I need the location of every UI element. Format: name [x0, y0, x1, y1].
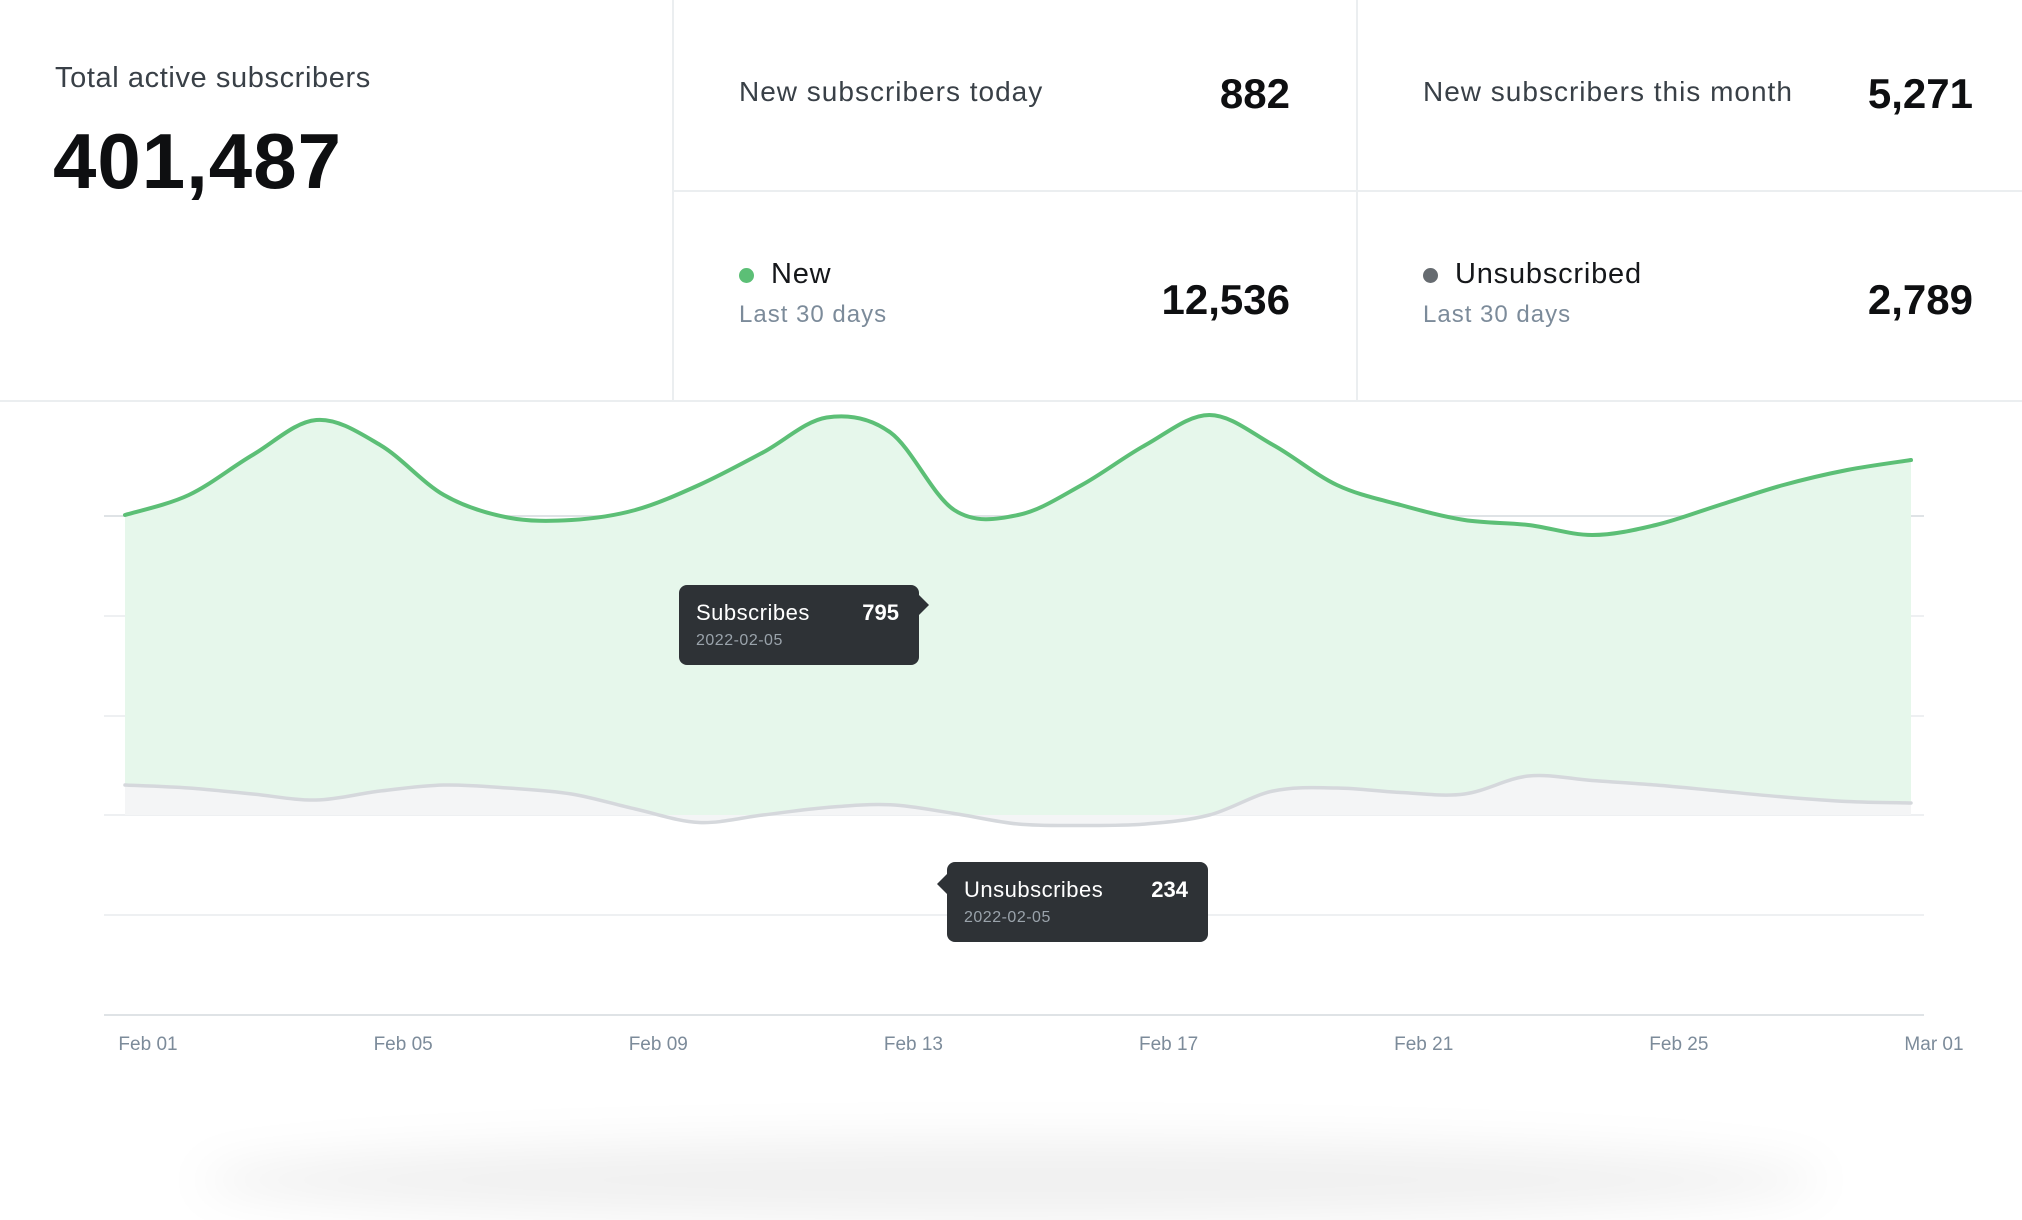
new-period-label: Last 30 days	[739, 301, 888, 328]
subscribes-tooltip: Subscribes 795 2022-02-05	[679, 585, 929, 665]
tooltip-arrow	[937, 874, 947, 894]
new-last-30-days-card[interactable]: New Last 30 days 12,536	[674, 192, 1358, 400]
x-tick-label: Feb 17	[1139, 1034, 1198, 1055]
chart-lines	[123, 412, 1913, 828]
x-tick-label: Feb 21	[1394, 1034, 1453, 1055]
card-bottom-shadow	[200, 1140, 1822, 1220]
tooltip-arrow	[919, 595, 929, 615]
new-subscribers-today-card: New subscribers today 882	[674, 0, 1358, 192]
stats-panel: Total active subscribers 401,487 New sub…	[0, 0, 2022, 402]
x-tick-label: Mar 01	[1904, 1034, 1963, 1055]
chart-areas	[125, 415, 1911, 826]
new-last-30-days-value: 12,536	[1161, 276, 1290, 323]
subscribers-chart[interactable]: Feb 01 Feb 05 Feb 09 Feb 13 Feb 17 Feb 21 Feb …	[0, 400, 2022, 1160]
unsubscribed-last-30-days-card[interactable]: Unsubscribed Last 30 days 2,789	[1358, 192, 2022, 400]
x-tick-label: Feb 05	[374, 1034, 433, 1055]
x-tick-label: Feb 13	[884, 1034, 943, 1055]
unsubscribed-period-label: Last 30 days	[1423, 301, 1572, 328]
total-active-subscribers-card: Total active subscribers 401,487	[0, 0, 674, 400]
subscribes-area	[125, 415, 1911, 815]
x-axis-ticks: Feb 01 Feb 05 Feb 09 Feb 13 Feb 17 Feb 21 Feb …	[118, 1034, 1963, 1055]
tooltip-date: 2022-02-05	[696, 632, 783, 649]
subscribes-line	[123, 412, 1913, 538]
new-subscribers-month-value: 5,271	[1867, 70, 1973, 117]
tooltip-series-name: Unsubscribes	[964, 877, 1104, 902]
x-tick-label: Feb 25	[1649, 1034, 1708, 1055]
unsubscribes-area	[125, 775, 1911, 826]
unsubscribed-last-30-days-value: 2,789	[1867, 276, 1973, 323]
total-active-subscribers-value: 401,487	[53, 117, 342, 205]
tooltip-series-name: Subscribes	[696, 600, 810, 625]
x-tick-label: Feb 09	[629, 1034, 688, 1055]
unsubscribed-legend-dot-icon	[1423, 268, 1438, 283]
total-active-subscribers-label: Total active subscribers	[55, 62, 371, 94]
new-subscribers-today-label: New subscribers today	[739, 76, 1044, 107]
unsubscribes-line	[123, 773, 1913, 828]
unsubscribed-legend-label: Unsubscribed	[1455, 258, 1642, 290]
tooltip-date: 2022-02-05	[964, 909, 1051, 926]
tooltip-value: 795	[862, 600, 899, 625]
new-subscribers-month-label: New subscribers this month	[1423, 76, 1793, 107]
new-legend-label: New	[771, 258, 832, 290]
tooltip-value: 234	[1151, 877, 1188, 902]
new-subscribers-today-value: 882	[1219, 70, 1290, 117]
x-tick-label: Feb 01	[118, 1034, 177, 1055]
new-subscribers-month-card: New subscribers this month 5,271	[1358, 0, 2022, 192]
unsubscribes-tooltip: Unsubscribes 234 2022-02-05	[937, 862, 1208, 942]
new-legend-dot-icon	[739, 268, 754, 283]
